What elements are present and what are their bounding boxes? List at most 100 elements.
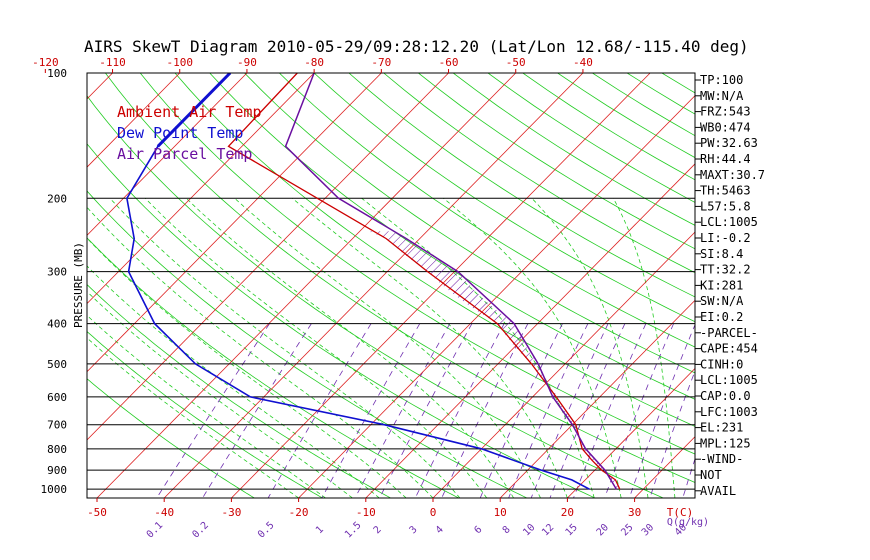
mixing-ratio-line [508, 323, 589, 498]
mixing-ratio-tick-label: 2 [372, 524, 384, 536]
parcel-energy-area [368, 231, 620, 490]
y-axis-label: PRESSURE (MB) [72, 242, 85, 328]
index-value: KI:281 [700, 278, 743, 292]
moist-adiabat [145, 198, 488, 498]
dry-adiabat [661, 73, 695, 94]
moist-adiabat [87, 265, 380, 498]
top-temp-tick-label: -70 [371, 56, 391, 69]
isotherm [567, 367, 695, 498]
top-temp-tick-label: -120 [32, 56, 59, 69]
dry-adiabat [801, 73, 870, 498]
index-value: FRZ:543 [700, 105, 751, 119]
ambient-temp-line [227, 73, 621, 490]
mixing-ratio-line [267, 323, 372, 498]
dry-adiabat [383, 73, 695, 274]
chart-title: AIRS SkewT Diagram 2010-05-29/09:28:12.2… [84, 37, 749, 56]
top-temp-tick-label: -50 [506, 56, 526, 69]
index-value: RH:44.4 [700, 152, 751, 166]
index-value: TH:5463 [700, 184, 751, 198]
index-value: AVAIL [700, 484, 736, 498]
mixing-ratio-tick-label: 3 [408, 524, 420, 536]
bottom-temp-tick-label: -20 [289, 506, 309, 519]
index-value: MPL:125 [700, 436, 751, 450]
pressure-tick-label: 900 [47, 464, 67, 477]
moist-adiabat [87, 337, 299, 498]
mixing-ratio-tick-label: 1 [314, 524, 326, 536]
bottom-temp-tick-label: 0 [430, 506, 437, 519]
index-value: NOT [700, 468, 722, 482]
pressure-tick-label: 400 [47, 318, 67, 331]
isotherm [298, 95, 695, 498]
mixing-ratio-line [441, 323, 529, 498]
bottom-temp-tick-label: 10 [494, 506, 507, 519]
bottom-temp-tick-label: -30 [221, 506, 241, 519]
moist-adiabat [87, 237, 407, 498]
dry-adiabat [209, 73, 695, 400]
index-value: LCL:1005 [700, 215, 758, 229]
index-value: LCL:1005 [700, 373, 758, 387]
pressure-tick-label: 1000 [41, 483, 68, 496]
isotherm [87, 73, 449, 441]
mixing-ratio-tick-label: 0.1 [145, 520, 166, 541]
mixing-ratio-tick-label: 4 [434, 524, 446, 536]
parcel-temp-line [284, 73, 618, 490]
pressure-tick-label: 500 [47, 358, 67, 371]
isotherm [231, 73, 651, 498]
mixing-ratio-line [321, 323, 421, 498]
mixing-ratio-line [549, 323, 626, 498]
index-value: LFC:1003 [700, 405, 758, 419]
grid-layer [0, 73, 870, 498]
legend-entry: Air Parcel Temp [117, 145, 252, 163]
mixing-ratio-tick-label: 10 [521, 522, 537, 538]
index-value: TT:32.2 [700, 263, 751, 277]
mixing-ratio-line [604, 323, 674, 498]
legend-entry: Ambient Air Temp [117, 103, 262, 121]
mixing-ratio-tick-label: 6 [472, 524, 484, 536]
mixing-ratio-line [379, 323, 473, 498]
index-value: CINH:0 [700, 357, 743, 371]
dry-adiabat [418, 73, 695, 250]
top-temp-tick-label: -40 [573, 56, 593, 69]
dry-adiabat [87, 190, 528, 498]
mixing-ratio-tick-label: 0.2 [191, 520, 212, 541]
bottom-temp-tick-label: -10 [356, 506, 376, 519]
bottom-temp-unit-label: T(C) [667, 506, 694, 519]
dry-adiabat [87, 330, 323, 498]
isotherm [499, 299, 695, 498]
mixing-ratio-tick-label: 30 [640, 522, 656, 538]
mixing-ratio-tick-label: 8 [501, 524, 513, 536]
mixing-ratio-line [530, 323, 609, 498]
pressure-tick-label: 300 [47, 266, 67, 279]
dry-adiabat [87, 143, 596, 498]
mixing-ratio-unit-label: Q(g/kg) [667, 517, 709, 528]
mixing-ratio-tick-label: 15 [564, 522, 580, 538]
top-temp-tick-label: -60 [439, 56, 459, 69]
top-temp-tick-label: -90 [237, 56, 257, 69]
mixing-ratio-line [479, 323, 563, 498]
top-temp-tick-label: -100 [166, 56, 193, 69]
index-value: CAPE:454 [700, 342, 758, 356]
legend: Ambient Air Temp Dew Point Temp Air Parcel… [117, 103, 262, 163]
bottom-temp-tick-label: 20 [561, 506, 574, 519]
bottom-temp-tick-label: -40 [154, 506, 174, 519]
moist-adiabat [186, 198, 514, 498]
moist-adiabat [443, 197, 622, 498]
pressure-tick-label: 600 [47, 391, 67, 404]
isotherm [87, 73, 113, 100]
moist-adiabat [292, 197, 568, 498]
isotherm [87, 73, 248, 236]
dry-adiabat [452, 73, 695, 226]
index-value: LI:-0.2 [700, 231, 751, 245]
dry-adiabat [105, 73, 695, 483]
isotherm [769, 73, 870, 498]
isotherm [0, 73, 45, 498]
dry-adiabat [279, 73, 695, 348]
index-value: SI:8.4 [700, 247, 743, 261]
moist-adiabat [109, 198, 461, 498]
series-layer [126, 73, 621, 490]
isotherm [365, 163, 695, 498]
top-temp-tick-label: -110 [99, 56, 126, 69]
parcel-area-layer [368, 231, 620, 490]
